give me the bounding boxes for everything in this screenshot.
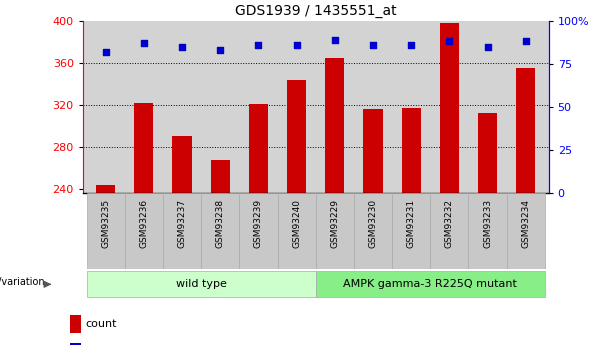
Bar [468,193,506,269]
Bar [163,193,201,269]
Text: GSM93240: GSM93240 [292,199,301,248]
Point [368,42,378,48]
Bar [96,185,115,193]
Bar [516,68,535,193]
Text: AMPK gamma-3 R225Q mutant: AMPK gamma-3 R225Q mutant [343,279,517,289]
Bar [287,80,306,193]
Bar [278,193,316,269]
Point [254,42,264,48]
Bar [392,193,430,269]
Point [444,39,454,44]
Bar [402,108,421,193]
Point [292,42,302,48]
Text: wild type: wild type [176,279,227,289]
Bar [506,193,545,269]
Bar [201,193,239,269]
Title: GDS1939 / 1435551_at: GDS1939 / 1435551_at [235,4,397,18]
Bar [134,103,153,193]
Point [177,44,187,49]
Bar [86,270,316,297]
Text: genotype/variation: genotype/variation [0,277,45,287]
Point [215,47,225,53]
Bar [70,315,81,333]
Bar [326,58,345,193]
Bar [239,193,278,269]
Point [521,39,531,44]
Text: GSM93230: GSM93230 [368,199,378,248]
Text: GSM93236: GSM93236 [139,199,148,248]
Point [330,37,340,42]
Text: GSM93238: GSM93238 [216,199,225,248]
Bar [125,193,163,269]
Point [482,44,492,49]
Bar [316,193,354,269]
Text: GSM93232: GSM93232 [445,199,454,248]
Bar [211,159,230,193]
Text: GSM93233: GSM93233 [483,199,492,248]
Bar [86,193,125,269]
Bar [354,193,392,269]
Text: GSM93234: GSM93234 [521,199,530,248]
Point [406,42,416,48]
Text: count: count [86,319,117,329]
Text: GSM93229: GSM93229 [330,199,339,248]
Bar [364,109,383,193]
Text: GSM93231: GSM93231 [406,199,416,248]
Bar [478,113,497,193]
Bar [440,23,459,193]
Text: GSM93239: GSM93239 [254,199,263,248]
Bar [316,270,545,297]
Bar [70,343,81,345]
Text: GSM93235: GSM93235 [101,199,110,248]
Text: GSM93237: GSM93237 [178,199,186,248]
Point [101,49,110,55]
Bar [172,136,192,193]
Bar [430,193,468,269]
Point [139,40,149,46]
Bar [249,104,268,193]
